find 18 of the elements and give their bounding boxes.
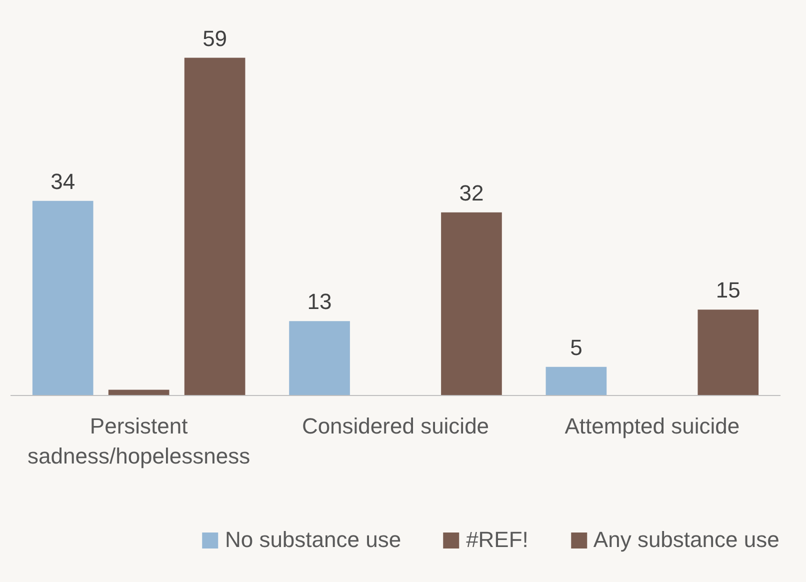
- x-tick-label: Considered suicide: [302, 414, 490, 438]
- bar: [546, 366, 607, 396]
- legend-label: No substance use: [224, 526, 402, 552]
- bar: [698, 310, 759, 396]
- data-label: 15: [716, 278, 740, 303]
- bar: [441, 212, 502, 396]
- bar: [184, 58, 246, 396]
- x-tick-label: Attempted suicide: [564, 414, 740, 438]
- data-label: 59: [202, 26, 228, 51]
- data-label: 34: [50, 168, 76, 194]
- legend-label: #REF!: [466, 526, 528, 552]
- bar: [32, 200, 94, 396]
- data-label: 5: [570, 334, 582, 360]
- data-label: 32: [459, 180, 484, 206]
- bar: [289, 321, 350, 396]
- data-label: 13: [307, 289, 332, 314]
- legend-label: Any substance use: [593, 526, 780, 552]
- x-tick-label: Persistent sadness/hopelessness: [28, 414, 250, 468]
